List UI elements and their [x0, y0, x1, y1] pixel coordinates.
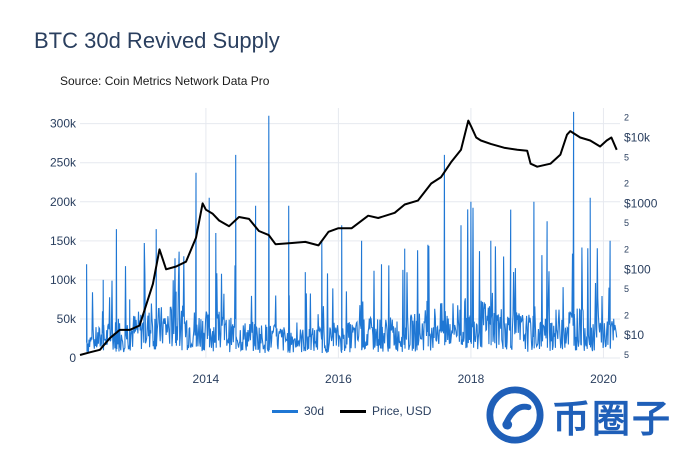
legend-label-30d: 30d: [304, 404, 325, 418]
legend-item-price[interactable]: Price, USD: [340, 404, 431, 418]
y-left-tick-label: 0: [69, 351, 76, 365]
y-right-minor-label: 5: [624, 350, 629, 360]
y-left-tick-label: 50k: [57, 312, 77, 326]
legend[interactable]: 30d Price, USD: [272, 404, 447, 418]
y-right-minor-label: 5: [624, 284, 629, 294]
y-right-minor-label: 5: [624, 218, 629, 228]
legend-item-30d[interactable]: 30d: [272, 404, 324, 418]
legend-swatch-price: [340, 409, 367, 413]
y-right-minor-label: 2: [624, 113, 629, 123]
x-tick-label: 2018: [458, 372, 485, 386]
y-right-minor-label: 5: [624, 152, 629, 162]
y-left-tick-label: 150k: [50, 234, 77, 248]
y-right-minor-label: 2: [624, 179, 629, 189]
series-30d-line: [86, 111, 618, 354]
chart-subtitle: Source: Coin Metrics Network Data Pro: [60, 74, 270, 88]
watermark-text: 币圈子: [552, 396, 673, 441]
legend-swatch-30d: [272, 409, 298, 413]
y-right-minor-label: 2: [624, 310, 629, 320]
y-right-tick-label: $100: [624, 262, 651, 276]
legend-label-price: Price, USD: [372, 404, 432, 418]
y-left-tick-label: 300k: [50, 117, 77, 131]
series-price-line: [79, 119, 618, 356]
chart-title: BTC 30d Revived Supply: [34, 28, 280, 53]
y-left-tick-label: 250k: [50, 156, 77, 170]
y-left-tick-label: 100k: [50, 273, 77, 287]
y-right-tick-label: $10: [624, 328, 644, 342]
x-tick-label: 2014: [193, 372, 220, 386]
coin-logo-icon: [486, 386, 544, 444]
x-tick-label: 2020: [590, 372, 617, 386]
y-right-tick-label: $1000: [624, 196, 658, 210]
y-right-tick-label: $10k: [624, 130, 651, 144]
watermark: 币圈子: [486, 384, 696, 446]
y-right-minor-label: 2: [624, 244, 629, 254]
y-left-tick-label: 200k: [50, 195, 77, 209]
x-tick-label: 2016: [325, 372, 352, 386]
